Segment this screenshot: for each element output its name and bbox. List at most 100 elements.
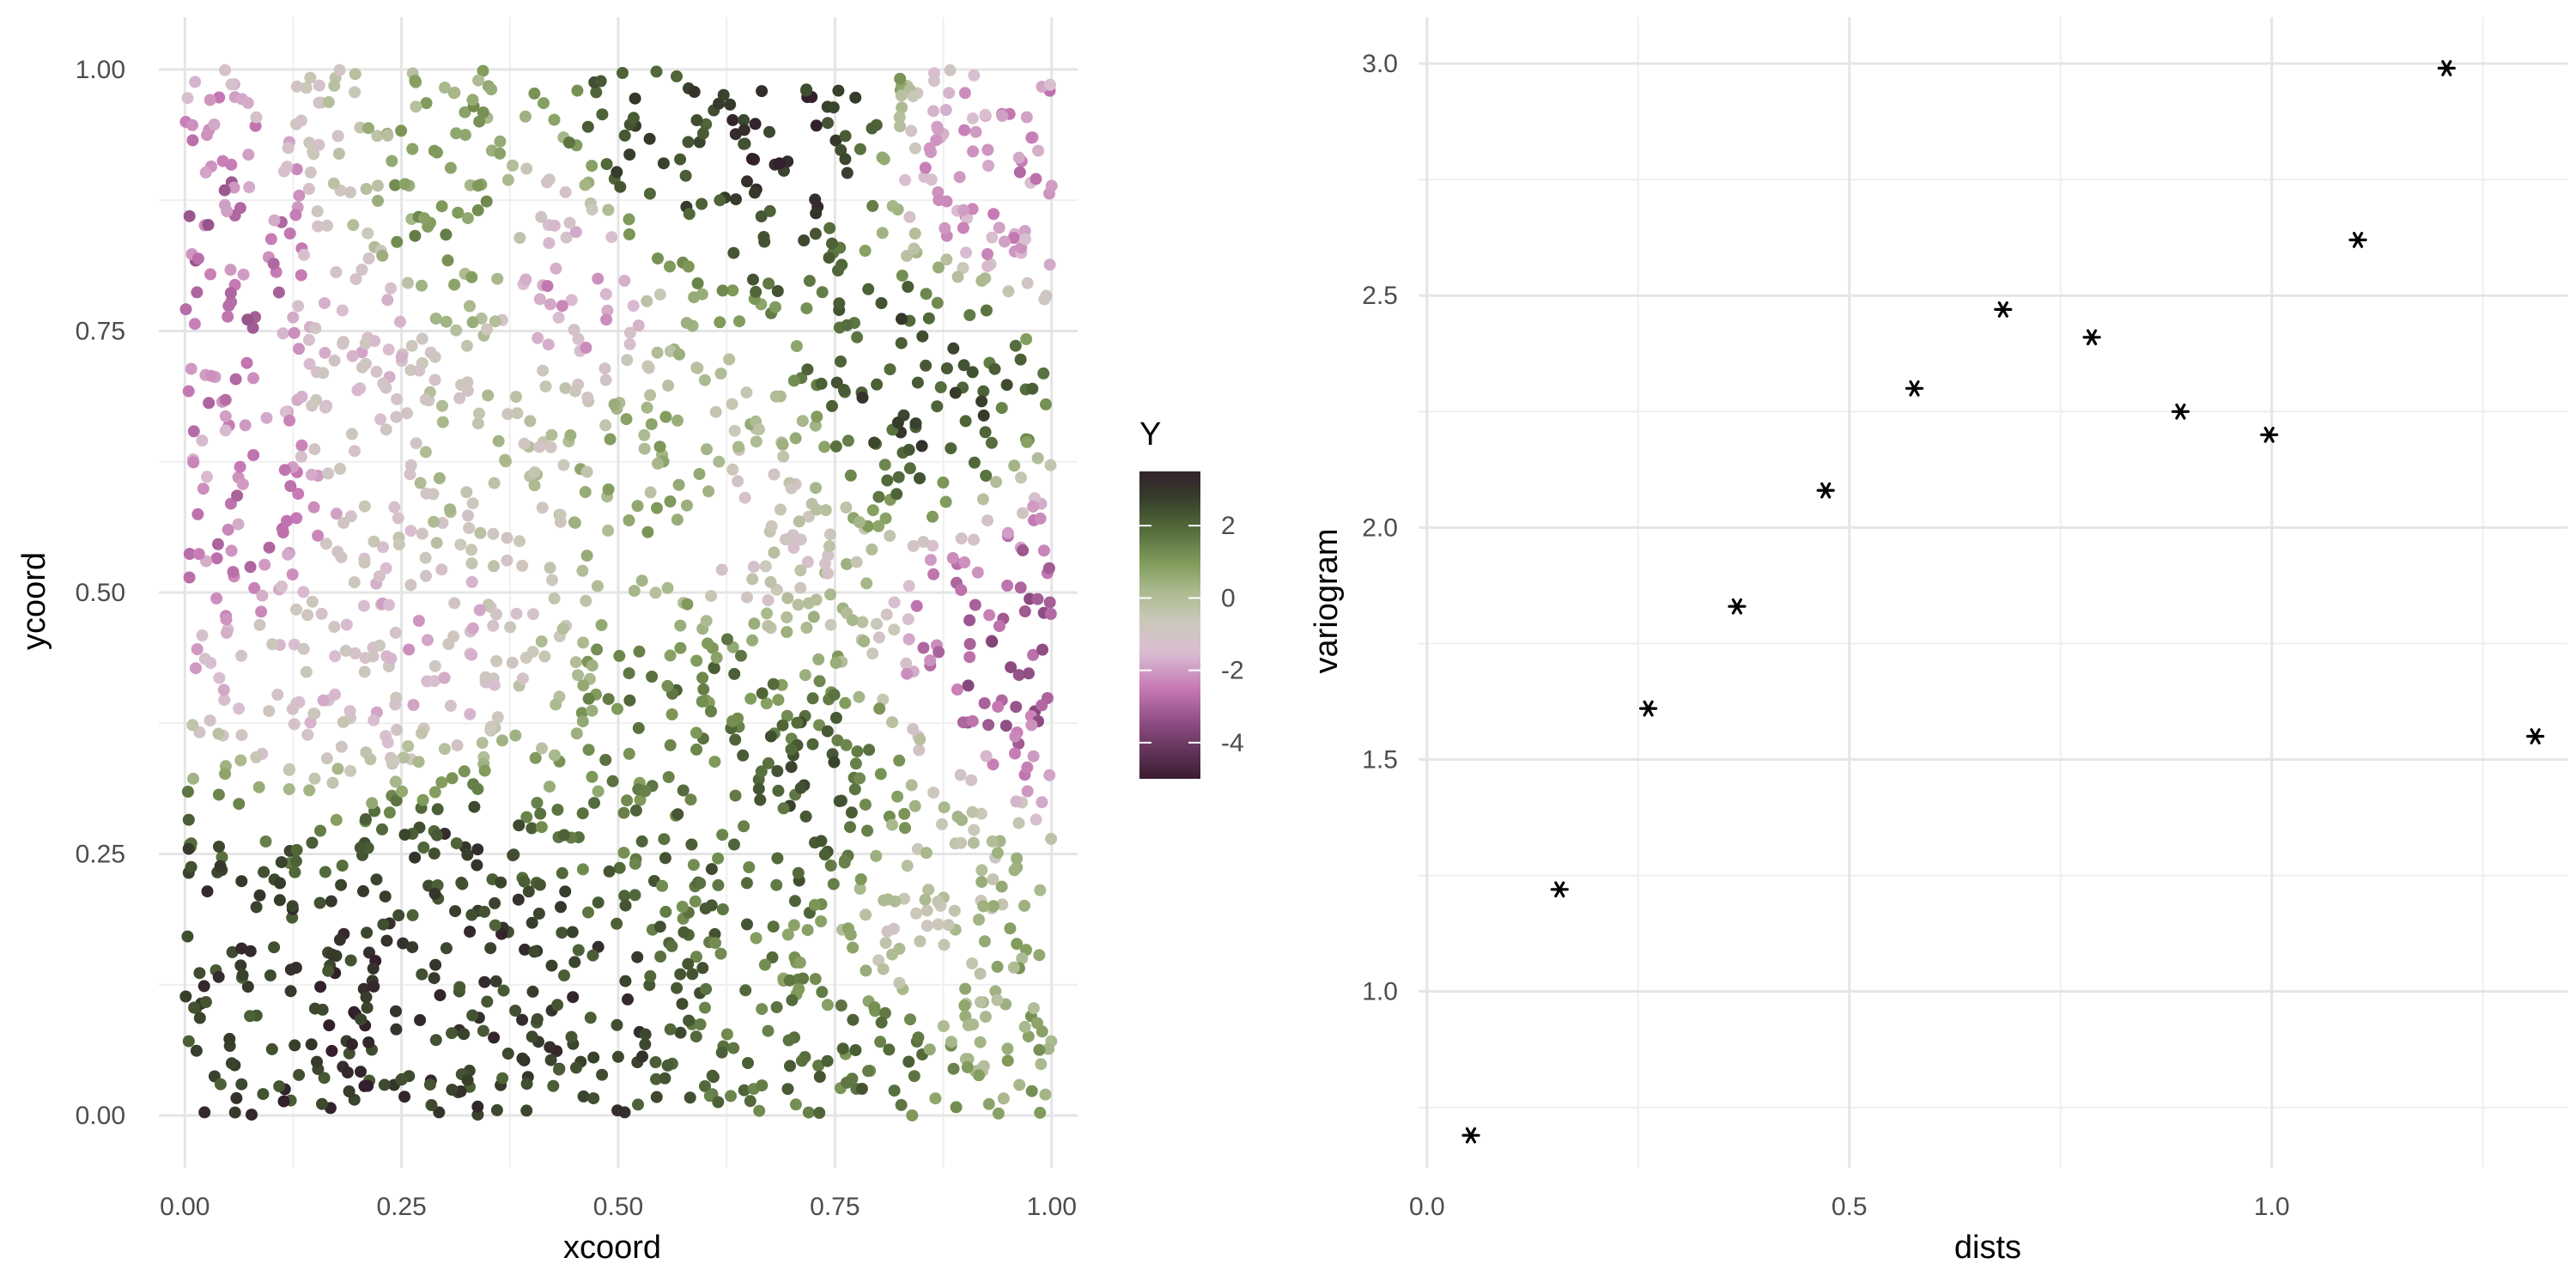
spatial-point: [276, 526, 289, 538]
spatial-point: [870, 849, 883, 862]
spatial-point: [329, 688, 342, 701]
spatial-point: [390, 410, 403, 423]
spatial-point: [355, 1013, 368, 1026]
spatial-point: [290, 163, 303, 176]
variogram-point: [2082, 329, 2101, 346]
spatial-point: [997, 1092, 1010, 1105]
spatial-point: [794, 781, 807, 794]
spatial-point: [649, 586, 662, 599]
spatial-point: [377, 541, 389, 554]
spatial-point: [541, 176, 553, 189]
spatial-point: [331, 545, 344, 558]
spatial-point: [218, 694, 231, 707]
spatial-point: [440, 315, 453, 328]
spatial-point: [266, 638, 279, 651]
spatial-point: [866, 122, 878, 135]
spatial-point: [1023, 667, 1035, 680]
spatial-point: [912, 1031, 925, 1044]
spatial-point: [520, 811, 533, 823]
spatial-point: [886, 716, 899, 729]
spatial-point: [489, 919, 501, 932]
spatial-point: [735, 649, 747, 662]
spatial-point: [862, 283, 875, 295]
spatial-point: [613, 649, 626, 662]
spatial-point: [754, 793, 767, 806]
spatial-point: [474, 526, 487, 539]
spatial-point: [322, 964, 335, 977]
spatial-point: [444, 161, 457, 174]
spatial-point: [293, 696, 306, 708]
spatial-point: [1009, 747, 1021, 760]
spatial-point: [191, 507, 204, 520]
spatial-point: [450, 127, 463, 140]
spatial-point: [606, 775, 619, 787]
spatial-points: [179, 64, 1058, 1121]
spatial-point: [665, 708, 678, 720]
spatial-point: [974, 1036, 987, 1048]
spatial-point: [191, 252, 204, 265]
spatial-point: [756, 85, 769, 98]
spatial-point: [899, 822, 911, 835]
spatial-point: [886, 200, 899, 212]
spatial-point: [911, 376, 924, 389]
spatial-point: [307, 708, 320, 720]
spatial-point: [674, 968, 687, 981]
spatial-point: [316, 1097, 328, 1110]
spatial-point: [576, 807, 589, 820]
spatial-point: [748, 617, 761, 630]
spatial-point: [416, 793, 429, 806]
spatial-point: [190, 662, 202, 675]
spatial-point: [550, 262, 562, 275]
spatial-point: [1000, 379, 1013, 392]
spatial-point: [376, 249, 389, 262]
spatial-point: [750, 285, 762, 298]
spatial-point: [860, 577, 873, 590]
spatial-point: [769, 390, 782, 403]
spatial-point: [305, 1038, 318, 1051]
spatial-x-axis-title: xcoord: [563, 1230, 661, 1266]
spatial-point: [650, 1091, 663, 1103]
spatial-point: [551, 804, 564, 816]
spatial-point: [581, 120, 594, 133]
spatial-point: [461, 376, 474, 389]
spatial-point: [272, 286, 285, 299]
spatial-point: [295, 451, 307, 463]
spatial-point: [233, 702, 246, 715]
spatial-point: [201, 471, 213, 483]
spatial-point: [976, 493, 989, 506]
spatial-point: [659, 852, 671, 865]
spatial-x-tick-labels: 0.00 0.25 0.50 0.75 1.00: [160, 1193, 1077, 1221]
spatial-point: [958, 124, 971, 137]
spatial-point: [197, 483, 210, 495]
spatial-point: [187, 456, 200, 469]
spatial-point: [942, 919, 955, 932]
spatial-point: [990, 476, 1003, 489]
spatial-point: [513, 535, 526, 548]
spatial-point: [587, 1092, 600, 1105]
spatial-point: [702, 637, 714, 650]
spatial-point: [439, 82, 451, 94]
y-tick-label: 2.5: [1362, 282, 1398, 310]
spatial-point: [671, 414, 683, 427]
spatial-point: [902, 613, 914, 626]
spatial-point: [535, 635, 548, 647]
spatial-point: [519, 110, 532, 123]
spatial-point: [332, 148, 345, 160]
spatial-point: [188, 318, 201, 331]
spatial-point: [267, 258, 280, 270]
spatial-point: [835, 143, 848, 156]
spatial-point: [465, 908, 478, 921]
spatial-point: [293, 343, 305, 355]
spatial-point: [714, 947, 727, 960]
spatial-point: [837, 384, 850, 396]
spatial-point: [313, 138, 325, 151]
spatial-point: [690, 951, 702, 963]
spatial-point: [600, 158, 613, 171]
variogram-point: [2260, 426, 2279, 443]
spatial-point: [664, 738, 677, 751]
spatial-point: [966, 112, 979, 125]
spatial-point: [401, 407, 413, 420]
spatial-point: [771, 285, 784, 297]
spatial-point: [743, 861, 756, 873]
spatial-point: [531, 1013, 544, 1025]
